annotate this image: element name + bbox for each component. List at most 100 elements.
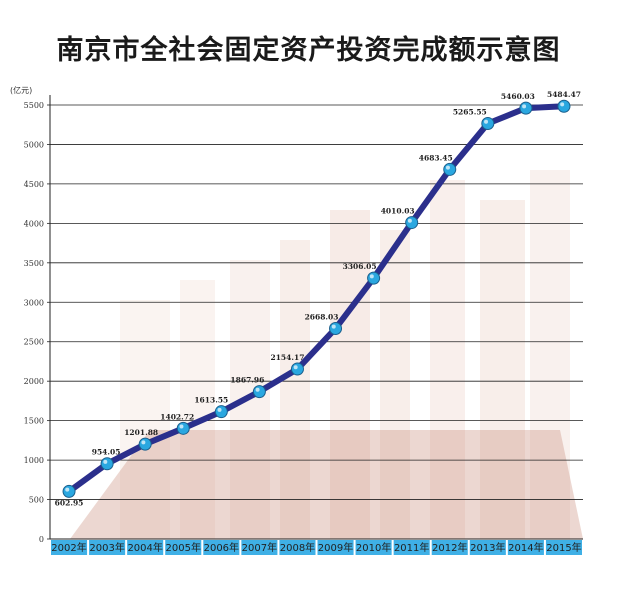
x-tick-label-3: 2005年 (166, 541, 201, 554)
background-building (280, 240, 310, 539)
data-point-12 (519, 101, 533, 115)
x-tick-label-0: 2002年 (51, 541, 86, 554)
data-point-highlight (445, 165, 450, 170)
y-tick-label: 1000 (24, 456, 44, 465)
x-tick-label-1: 2003年 (89, 541, 124, 554)
data-label-4: 1613.55 (194, 396, 228, 405)
axes: 0 500 1000 1500 2000 2500 3000 3500 4000 4500 5000… (10, 85, 583, 544)
x-tick-label-5: 2007年 (242, 541, 277, 554)
background-building (330, 210, 370, 539)
data-label-8: 3306.05 (343, 262, 377, 271)
x-tick-label-7: 2009年 (318, 541, 353, 554)
background-building (480, 200, 525, 539)
x-tick-label-13: 2015年 (546, 541, 581, 554)
data-point-highlight (103, 459, 108, 464)
category-box (165, 540, 202, 555)
data-label-7: 2668.03 (305, 312, 339, 321)
data-label-13: 5484.47 (547, 90, 581, 99)
y-tick-label: 2000 (24, 377, 44, 386)
category-box (393, 540, 430, 555)
x-tick-label-6: 2008年 (280, 541, 315, 554)
y-tick-label: 2500 (24, 338, 44, 347)
data-point-8 (367, 271, 381, 285)
y-axis-unit-label: (亿元) (10, 85, 32, 95)
data-label-3: 1402.72 (160, 412, 194, 421)
data-point-highlight (293, 365, 298, 370)
grid-lines (50, 104, 583, 500)
data-point-7 (329, 321, 343, 335)
data-point-highlight (369, 274, 374, 279)
y-tick-label: 3500 (24, 259, 44, 268)
data-point-highlight (217, 407, 222, 412)
y-tick-label: 4000 (24, 219, 44, 228)
category-box (507, 540, 544, 555)
data-point-6 (290, 362, 304, 376)
data-label-5: 1867.96 (230, 376, 264, 385)
background-illustration (70, 170, 583, 539)
series-line (66, 103, 567, 495)
data-point-highlight (407, 218, 412, 223)
category-box (431, 540, 468, 555)
data-label-9: 4010.03 (381, 207, 415, 216)
category-box (51, 540, 88, 555)
y-tick-label: 500 (29, 496, 44, 505)
category-box (469, 540, 506, 555)
x-axis-categories: 2002年 2003年 2004年 2005年 2006年 2007年 2008年 2009年… (51, 540, 582, 555)
x-tick-label-9: 2011年 (394, 541, 429, 554)
category-box (355, 540, 392, 555)
data-point-13 (557, 99, 571, 113)
background-building (430, 180, 465, 539)
category-box (545, 540, 582, 555)
y-tick-label: 5500 (24, 101, 44, 110)
data-point-3 (176, 421, 190, 435)
x-tick-label-11: 2013年 (470, 541, 505, 554)
background-building (180, 280, 215, 539)
data-label-6: 2154.17 (270, 353, 304, 362)
background-building (380, 230, 410, 539)
data-label-11: 5265.55 (453, 108, 487, 117)
data-point-11 (481, 117, 495, 131)
data-point-10 (443, 162, 457, 176)
y-tick-label: 5000 (24, 140, 44, 149)
data-label-2: 1201.88 (124, 428, 158, 437)
x-tick-label-10: 2012年 (432, 541, 467, 554)
x-tick-label-12: 2014年 (508, 541, 543, 554)
data-point-highlight (65, 487, 70, 492)
y-tick-label: 4500 (24, 180, 44, 189)
x-tick-label-2: 2004年 (127, 541, 162, 554)
data-point-1 (100, 457, 114, 471)
x-tick-label-8: 2010年 (356, 541, 391, 554)
data-point-highlight (484, 119, 489, 124)
data-point-0 (62, 484, 76, 498)
data-point-9 (405, 216, 419, 230)
data-point-highlight (179, 424, 184, 429)
data-label-1: 954.05 (92, 448, 121, 457)
category-box (203, 540, 240, 555)
chart-title: 南京市全社会固定资产投资完成额示意图 (56, 35, 561, 66)
category-box (89, 540, 126, 555)
y-tick-label: 1500 (24, 417, 44, 426)
y-tick-label: 0 (39, 535, 44, 544)
background-building (530, 170, 570, 539)
data-label-10: 4683.45 (419, 153, 453, 162)
data-point-highlight (560, 102, 565, 107)
category-box (127, 540, 164, 555)
data-point-highlight (331, 324, 336, 329)
series-investment (62, 99, 571, 498)
y-tick-label: 3000 (24, 298, 44, 307)
background-road (70, 430, 583, 539)
data-label-0: 602.95 (55, 498, 84, 507)
data-point-highlight (141, 440, 146, 445)
category-box (241, 540, 278, 555)
data-point-highlight (255, 387, 260, 392)
category-box (279, 540, 316, 555)
x-tick-label-4: 2006年 (204, 541, 239, 554)
category-box (317, 540, 354, 555)
data-label-12: 5460.03 (501, 92, 535, 101)
data-point-highlight (522, 104, 527, 109)
data-point-5 (252, 385, 266, 399)
data-point-4 (214, 405, 228, 419)
